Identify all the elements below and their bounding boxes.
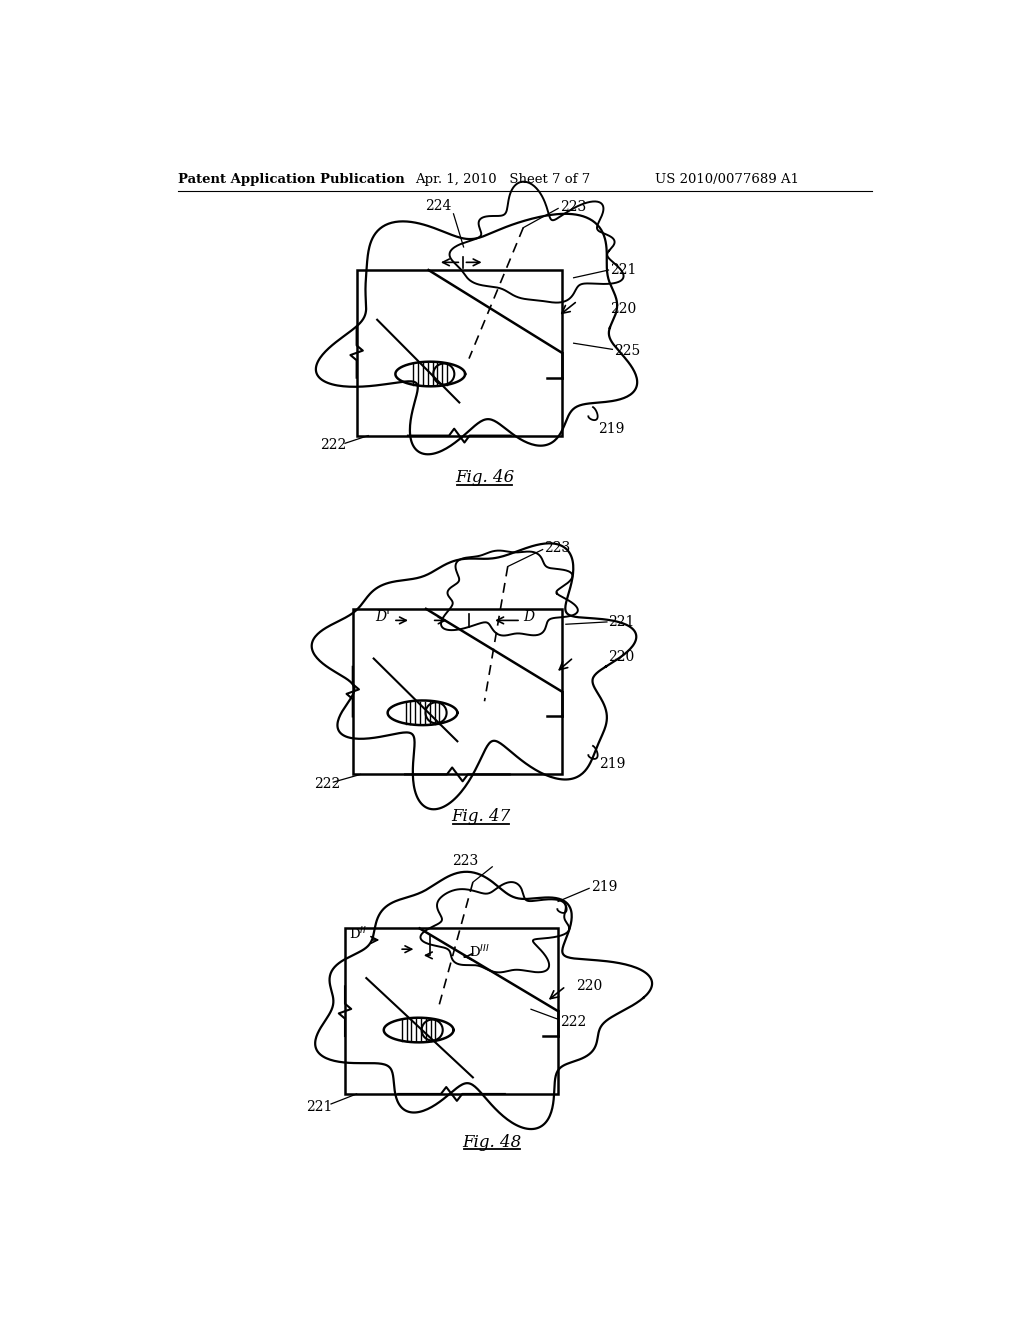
Bar [352,609,562,775]
Bar [345,928,558,1094]
Text: 220: 220 [575,979,602,993]
Text: D$^{III}$: D$^{III}$ [469,944,489,960]
Text: 220: 220 [608,651,635,664]
Text: Fig. 48: Fig. 48 [463,1134,522,1151]
Text: 220: 220 [610,301,636,315]
Text: 219: 219 [598,422,625,437]
Text: 222: 222 [560,1015,586,1030]
Text: US 2010/0077689 A1: US 2010/0077689 A1 [655,173,799,186]
Text: 222: 222 [321,438,346,451]
Text: Fig. 47: Fig. 47 [451,808,510,825]
Text: 223: 223 [452,854,478,867]
Text: 223: 223 [560,199,586,214]
Text: 221: 221 [608,615,635,628]
Text: 224: 224 [425,199,452,213]
Text: 223: 223 [544,541,570,554]
Text: Fig. 46: Fig. 46 [455,470,514,487]
Text: 221: 221 [610,263,637,277]
Text: D$^{II}$: D$^{II}$ [349,925,367,942]
Text: Apr. 1, 2010   Sheet 7 of 7: Apr. 1, 2010 Sheet 7 of 7 [415,173,590,186]
Text: D: D [523,610,535,623]
Bar [356,271,562,436]
Text: 221: 221 [306,1100,333,1114]
Text: 219: 219 [599,758,626,771]
Text: D': D' [375,610,390,623]
Text: 219: 219 [591,880,617,894]
Text: 225: 225 [614,345,640,358]
Text: Patent Application Publication: Patent Application Publication [178,173,406,186]
Text: 222: 222 [314,776,340,791]
